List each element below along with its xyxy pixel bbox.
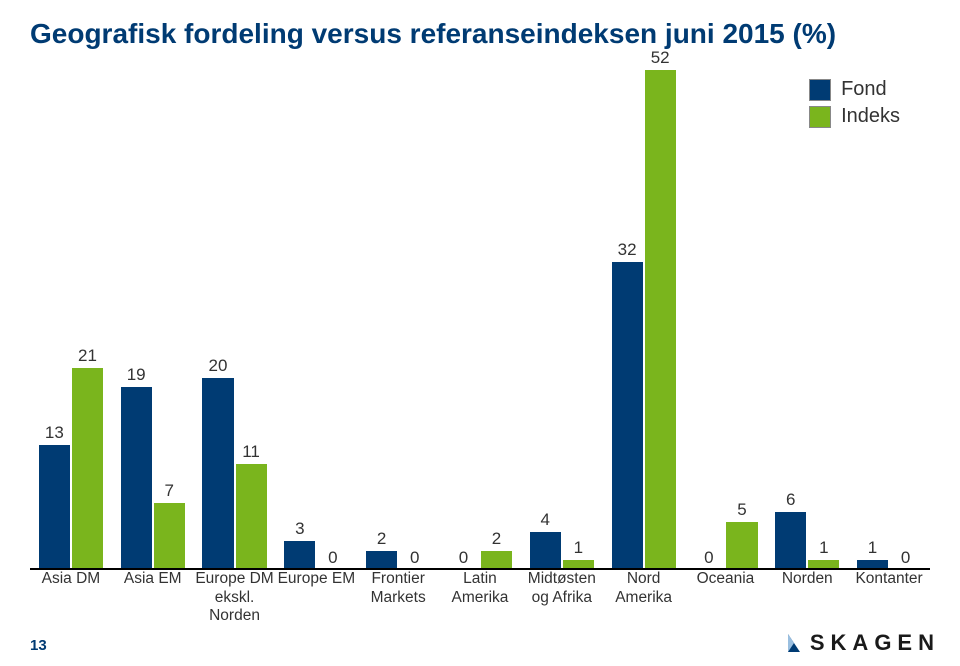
chart-bars: 13211972011302002413252056110: [30, 70, 930, 570]
value-label: 6: [775, 490, 806, 510]
x-axis-label: Nord Amerika: [603, 570, 685, 607]
logo: SKAGEN: [786, 630, 940, 656]
chart-xlabels: Asia DMAsia EMEurope DM ekskl. NordenEur…: [30, 570, 930, 624]
bar-group: 2011: [194, 70, 276, 570]
value-label: 7: [154, 481, 185, 501]
x-axis-label: Latin Amerika: [439, 570, 521, 607]
bar-group: 30: [275, 70, 357, 570]
value-label: 0: [448, 548, 479, 568]
bar-fond: [202, 378, 233, 570]
bar-group: 10: [848, 70, 930, 570]
bar-fond: [612, 262, 643, 570]
bar-group: 05: [685, 70, 767, 570]
chart-title: Geografisk fordeling versus referanseind…: [30, 18, 836, 50]
page-number: 13: [30, 637, 47, 654]
bar-indeks: [645, 70, 676, 570]
slide: Geografisk fordeling versus referanseind…: [0, 0, 960, 666]
bar-group: 61: [766, 70, 848, 570]
bar-group: 19 7: [112, 70, 194, 570]
bar-group: 02: [439, 70, 521, 570]
bar-indeks: [236, 464, 267, 570]
value-label: 4: [530, 510, 561, 530]
x-axis-label: Asia EM: [112, 570, 194, 589]
sail-icon: [786, 632, 802, 654]
bar-fond: [530, 532, 561, 570]
bar-group: 13 21: [30, 70, 112, 570]
value-label: 3: [284, 519, 315, 539]
x-axis-label: Oceania: [685, 570, 767, 589]
value-label: 0: [693, 548, 724, 568]
bar-fond: [39, 445, 70, 570]
value-label: 19: [121, 365, 152, 385]
value-label: 2: [366, 529, 397, 549]
value-label: 1: [857, 538, 888, 558]
x-axis-label: Norden: [766, 570, 848, 589]
x-axis-label: Frontier Markets: [357, 570, 439, 607]
bar-indeks: [726, 522, 757, 570]
bar-indeks: [72, 368, 103, 570]
bar-fond: [284, 541, 315, 570]
value-label: 0: [399, 548, 430, 568]
value-label: 21: [72, 346, 103, 366]
value-label: 0: [317, 548, 348, 568]
x-axis-label: Asia DM: [30, 570, 112, 589]
bar-fond: [775, 512, 806, 570]
logo-text: SKAGEN: [810, 630, 940, 656]
value-label: 1: [563, 538, 594, 558]
x-axis-label: Europe DM ekskl. Norden: [194, 570, 276, 626]
bar-indeks: [154, 503, 185, 570]
value-label: 11: [236, 442, 267, 462]
x-axis-label: Midtøsten og Afrika: [521, 570, 603, 607]
value-label: 0: [890, 548, 921, 568]
value-label: 32: [612, 240, 643, 260]
value-label: 52: [645, 48, 676, 68]
value-label: 1: [808, 538, 839, 558]
value-label: 13: [39, 423, 70, 443]
x-axis-label: Kontanter: [848, 570, 930, 589]
value-label: 5: [726, 500, 757, 520]
value-label: 20: [202, 356, 233, 376]
x-axis-label: Europe EM: [275, 570, 357, 589]
bar-fond: [121, 387, 152, 570]
bar-group: 20: [357, 70, 439, 570]
value-label: 2: [481, 529, 512, 549]
bar-group: 41: [521, 70, 603, 570]
bar-group: 3252: [603, 70, 685, 570]
